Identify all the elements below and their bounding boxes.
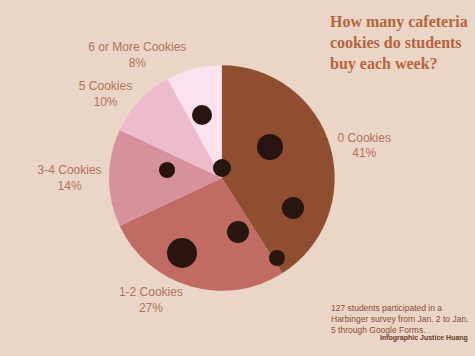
svg-text:0 Cookies41%: 0 Cookies41% xyxy=(338,131,391,161)
svg-text:127 students participated in a: 127 students participated in aHarbinger … xyxy=(331,303,468,335)
svg-text:How many cafeteriacookies do s: How many cafeteriacookies do studentsbuy… xyxy=(330,13,468,73)
svg-text:Infographic Justice Huang: Infographic Justice Huang xyxy=(380,334,468,342)
svg-text:6 or More Cookies8%: 6 or More Cookies8% xyxy=(88,40,186,70)
svg-text:3-4 Cookies14%: 3-4 Cookies14% xyxy=(38,163,102,193)
svg-text:5 Cookies10%: 5 Cookies10% xyxy=(79,79,132,109)
svg-text:1-2 Cookies27%: 1-2 Cookies27% xyxy=(119,285,183,315)
